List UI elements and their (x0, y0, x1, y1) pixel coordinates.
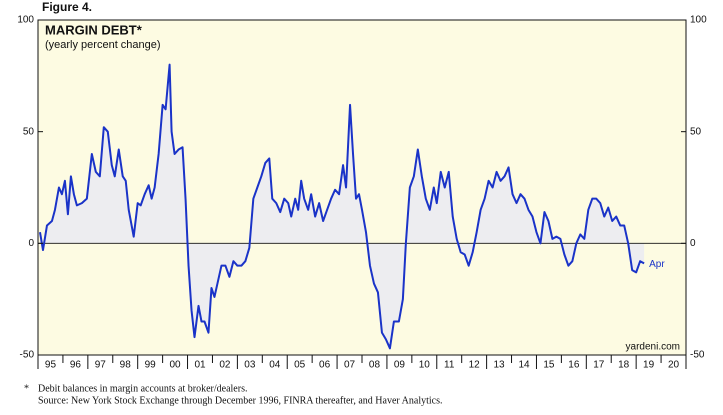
note-marker: * (24, 383, 29, 394)
x-tick-label: 95 (45, 360, 57, 371)
y2-tick-label: -50 (690, 350, 705, 361)
y2-tick-label: 0 (690, 238, 696, 249)
x-tick-label: 99 (145, 360, 157, 371)
area (39, 64, 645, 349)
x-tick-label: 13 (494, 360, 506, 371)
y-tick-label: 100 (17, 15, 34, 26)
line (39, 63, 645, 350)
y2-tick-label: 100 (690, 15, 707, 26)
x-tick-label: 02 (219, 360, 231, 371)
y-tick-label: 0 (28, 238, 34, 249)
x-tick-label: 04 (269, 360, 281, 371)
note-text: Source: New York Stock Exchange through … (38, 395, 443, 406)
x-tick-label: 05 (294, 360, 306, 371)
x-tick-label: 98 (120, 360, 132, 371)
y-tick-label: -50 (20, 350, 35, 361)
x-tick-label: 15 (543, 360, 555, 371)
x-tick-label: 14 (518, 360, 530, 371)
x-tick-label: 07 (344, 360, 356, 371)
plot-background (38, 20, 686, 355)
x-tick-label: 01 (194, 360, 206, 371)
x-tick-label: 96 (70, 360, 82, 371)
x-tick-label: 97 (95, 360, 107, 371)
x-tick-label: 12 (469, 360, 481, 371)
chart-title: MARGIN DEBT* (45, 22, 143, 37)
source-mark: yardeni.com (626, 342, 680, 353)
annotation: Apr (649, 259, 665, 270)
y2-tick-label: 50 (690, 126, 702, 137)
chart-subtitle: (yearly percent change) (45, 39, 161, 51)
x-tick-label: 00 (170, 360, 182, 371)
figure-label: Figure 4. (42, 0, 92, 14)
x-tick-label: 19 (643, 360, 655, 371)
x-tick-label: 06 (319, 360, 331, 371)
x-tick-label: 03 (244, 360, 256, 371)
x-tick-label: 09 (394, 360, 406, 371)
y-tick-label: 50 (23, 126, 35, 137)
x-tick-label: 17 (593, 360, 605, 371)
x-tick-label: 10 (419, 360, 431, 371)
x-tick-label: 11 (444, 360, 455, 371)
note-text: Debit balances in margin accounts at bro… (38, 383, 247, 394)
x-tick-label: 18 (618, 360, 630, 371)
x-tick-label: 20 (668, 360, 680, 371)
x-tick-label: 16 (568, 360, 580, 371)
x-tick-label: 08 (369, 360, 381, 371)
